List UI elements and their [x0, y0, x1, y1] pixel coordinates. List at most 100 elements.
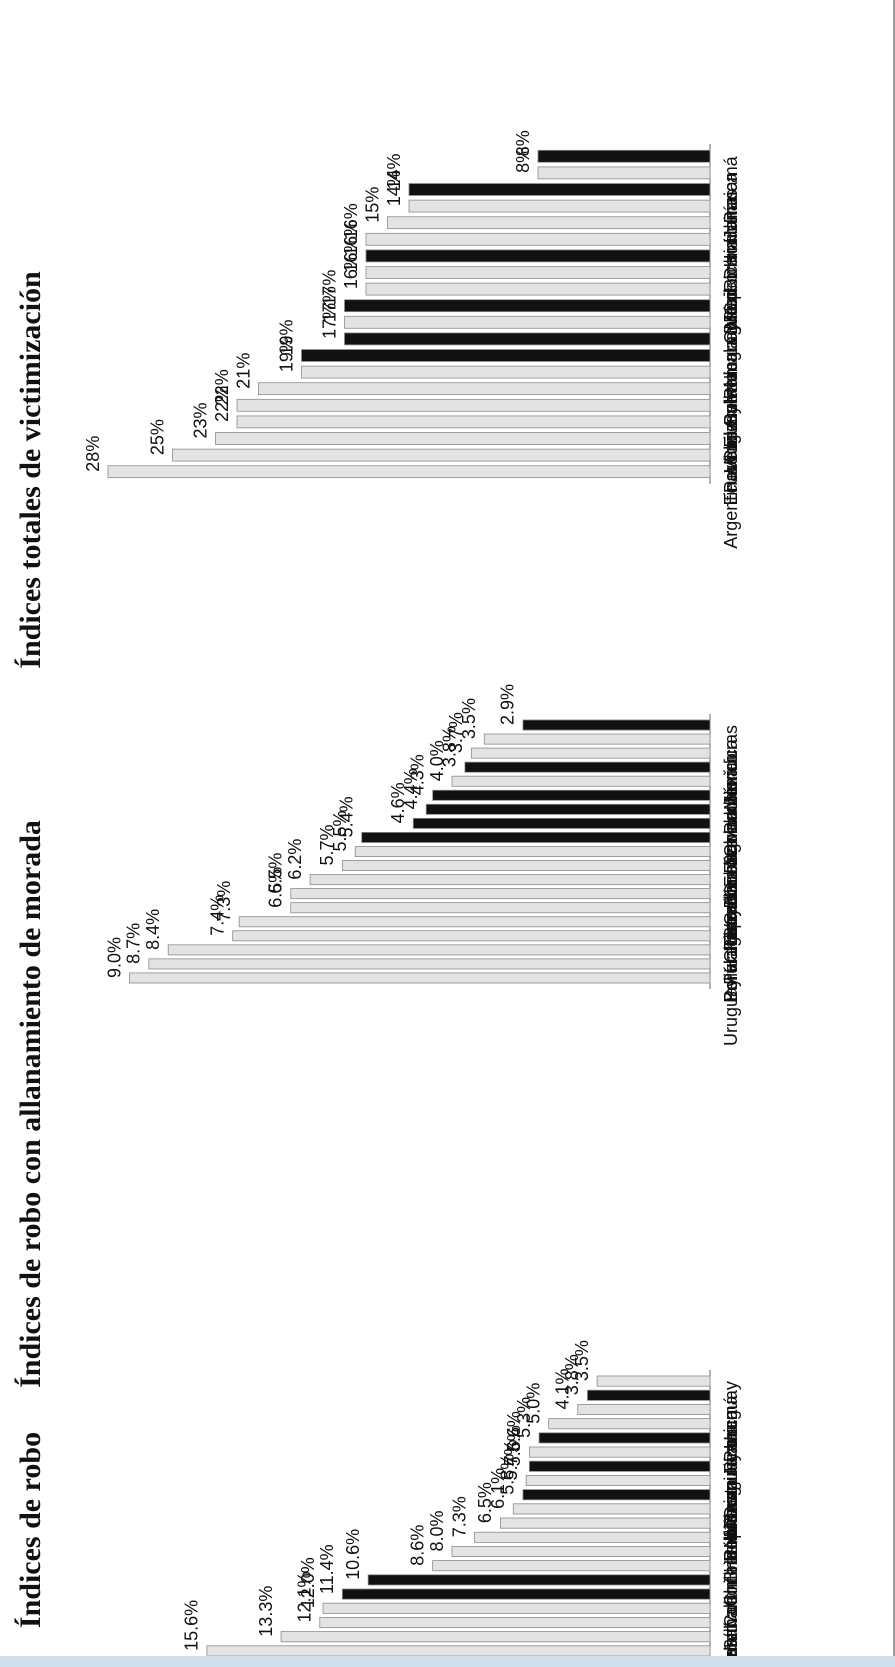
- bar: [341, 1588, 711, 1600]
- category-label: Colombia: [721, 1551, 741, 1628]
- data-label: 22%: [212, 369, 232, 405]
- category-label: Uruguay: [721, 978, 741, 1046]
- bar: [236, 415, 711, 429]
- bar: [365, 282, 711, 296]
- category-label: Paraguay: [721, 1452, 741, 1529]
- data-label: 9.0%: [104, 937, 124, 978]
- data-label: 5.7%: [501, 1439, 521, 1480]
- data-label: 23%: [190, 402, 210, 438]
- bar: [322, 1602, 711, 1614]
- data-label: 2.9%: [498, 684, 518, 725]
- bar: [525, 1474, 711, 1487]
- bar: [290, 902, 711, 914]
- data-label: 3.5%: [572, 1340, 592, 1381]
- category-label: Guatemala: [721, 808, 741, 897]
- category-label: Honduras: [721, 190, 741, 268]
- chart-1: Índices de roboEcuador15.6%Venezuela13.3…: [14, 1340, 741, 1667]
- bar: [301, 365, 711, 379]
- data-label: 22%: [212, 386, 232, 422]
- data-label: 6.2%: [285, 839, 305, 880]
- category-label: México: [721, 273, 741, 330]
- category-label: Jamaica: [721, 1409, 741, 1477]
- category-label: Brasil: [721, 1537, 741, 1582]
- data-label: 12.1%: [295, 1571, 315, 1622]
- bar: [148, 958, 711, 970]
- category-label: Jamaica: [721, 738, 741, 806]
- bar: [301, 349, 711, 362]
- category-label: Costa Rica: [721, 1437, 741, 1526]
- bar: [361, 831, 711, 843]
- category-label: Panamá: [721, 1394, 741, 1462]
- bar: [206, 1645, 711, 1657]
- category-label: Venezuela: [721, 388, 741, 473]
- bar: [548, 1418, 711, 1430]
- data-label: 7.3%: [449, 1496, 469, 1537]
- category-label: Guatemala: [721, 1593, 741, 1667]
- data-label: 4.3%: [407, 754, 427, 795]
- bar: [522, 1489, 711, 1501]
- bar: [172, 448, 711, 462]
- bar: [451, 775, 711, 787]
- category-label: México: [721, 1481, 741, 1538]
- page-edge-strip: [0, 1656, 895, 1667]
- chart-3: Índices totales de victimización Argentin…: [14, 130, 741, 668]
- data-label: 6.5%: [266, 867, 286, 908]
- data-label: 4.4%: [401, 768, 421, 809]
- data-label: 19%: [276, 319, 296, 355]
- bar: [474, 1531, 711, 1543]
- category-label: Honduras: [721, 1495, 741, 1573]
- data-label: 3.8%: [440, 726, 460, 767]
- data-label: 11.4%: [317, 1544, 337, 1594]
- bar: [365, 232, 711, 246]
- bar: [596, 1375, 711, 1387]
- bar: [365, 266, 711, 279]
- bar: [537, 166, 711, 180]
- data-label: 15%: [362, 187, 382, 223]
- category-label: El Salvador: [721, 1580, 741, 1667]
- category-label: Ecuador: [721, 880, 741, 947]
- category-label: Rep. Domin.: [721, 223, 741, 323]
- category-label: Guatemala: [721, 338, 741, 427]
- category-label: Costa Rica: [721, 255, 741, 344]
- category-label: Nicaragua: [721, 305, 741, 388]
- category-label: Brasil: [721, 289, 741, 334]
- bar: [499, 1517, 711, 1529]
- category-label: Rep. Dom.: [721, 866, 741, 952]
- data-label: 17%: [319, 303, 339, 339]
- category-label: Perú: [721, 964, 741, 1002]
- category-label: Venezuela: [721, 851, 741, 936]
- category-label: El Salvador: [721, 795, 741, 887]
- category-label: Chile: [721, 1566, 741, 1607]
- bar: [290, 888, 711, 900]
- data-label: 8.6%: [407, 1525, 427, 1566]
- bar: [367, 1574, 711, 1586]
- bar: [451, 1545, 711, 1558]
- data-label: 14%: [384, 170, 404, 206]
- bar: [129, 972, 711, 984]
- bar: [341, 860, 711, 872]
- bar: [309, 874, 711, 886]
- data-label: 19%: [276, 336, 296, 372]
- bar: [387, 216, 711, 230]
- data-label: 7.3%: [214, 881, 234, 922]
- bar: [464, 761, 711, 773]
- chart-2: Índices de robo con allanamiento de mora…: [14, 684, 741, 1388]
- category-label: Bolivia: [721, 1508, 741, 1562]
- data-label: 5.3%: [514, 1397, 534, 1438]
- data-label: 5.8%: [498, 1454, 518, 1495]
- bar: [319, 1616, 711, 1629]
- bar: [587, 1389, 711, 1401]
- bar: [280, 1631, 711, 1643]
- bar: [344, 332, 711, 346]
- category-label: Ecuador: [721, 438, 741, 505]
- category-label: Bolivia: [721, 371, 741, 425]
- category-label: El Salvador: [721, 356, 741, 448]
- data-label: 6.1%: [488, 1468, 508, 1509]
- category-label: Colombia: [721, 780, 741, 857]
- data-label: 5.6%: [504, 1411, 524, 1452]
- chart-title: Índices totales de victimización: [14, 271, 47, 669]
- data-label: 17%: [319, 270, 339, 306]
- bar: [577, 1403, 711, 1416]
- chart-title: Índices de robo: [14, 1432, 47, 1628]
